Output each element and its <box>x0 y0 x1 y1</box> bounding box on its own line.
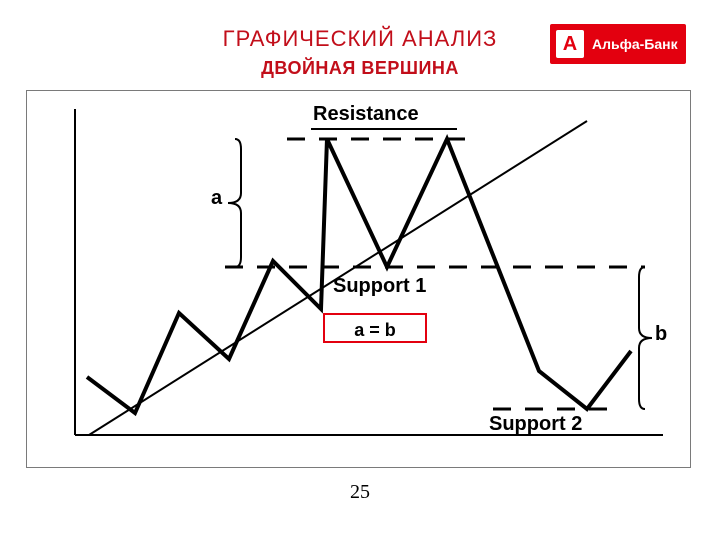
brand-logo-text: Альфа-Банк <box>592 36 678 52</box>
brace-a-label: a <box>211 187 222 210</box>
equation-box: a = b <box>323 313 427 343</box>
support-1-label: Support 1 <box>333 275 426 298</box>
brand-logo-badge: А <box>556 30 584 58</box>
page-number: 25 <box>0 481 720 504</box>
brand-logo: А Альфа-Банк <box>550 24 686 64</box>
brace-b-label: b <box>655 323 667 346</box>
chart-frame: a = b Resistance Support 1 Support 2 a b <box>26 90 691 468</box>
support-2-label: Support 2 <box>489 413 582 436</box>
resistance-label: Resistance <box>313 103 419 126</box>
